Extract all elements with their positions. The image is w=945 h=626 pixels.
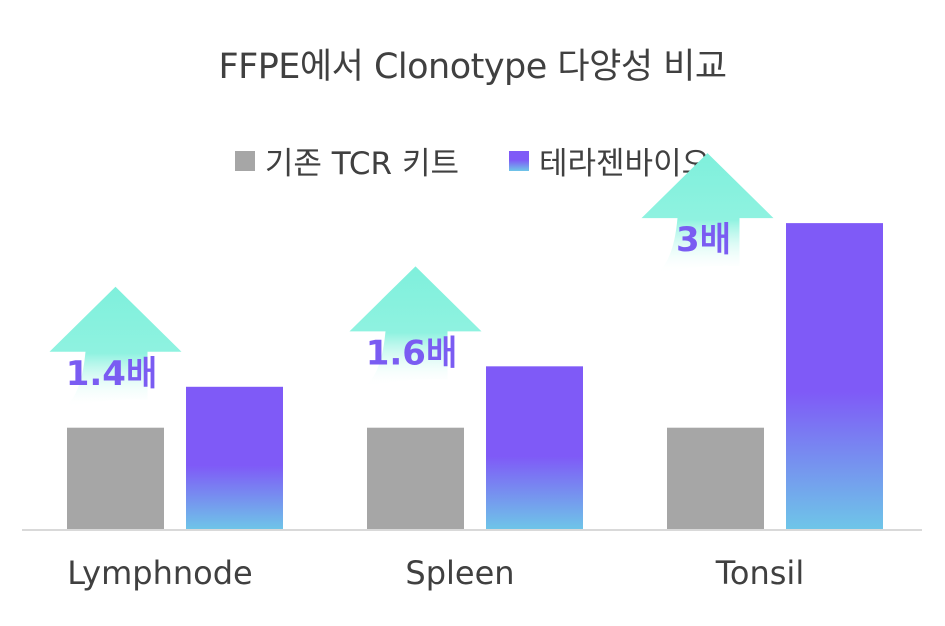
bar-therage-lymphnode — [186, 386, 283, 530]
multiplier-label-spleen: 1.6배 — [366, 333, 458, 373]
multiplier-label-lymphnode: 1.4배 — [66, 354, 158, 394]
increase-arrow-icon — [49, 286, 182, 408]
legend-item-therage: 테라젠바이오 — [508, 138, 711, 183]
x-tick-label-spleen: Spleen — [405, 554, 514, 592]
x-tick-label-tonsil: Tonsil — [715, 554, 804, 592]
increase-arrow-icon — [349, 266, 482, 388]
bar-baseline-tonsil — [667, 427, 764, 530]
increase-arrow-icon — [641, 153, 774, 275]
legend: 기존 TCR 키트 테라젠바이오 — [0, 138, 945, 183]
bar-therage-tonsil — [786, 223, 883, 531]
legend-label-baseline: 기존 TCR 키트 — [264, 146, 459, 182]
legend-swatch-baseline — [234, 150, 255, 171]
chart-title: FFPE에서 Clonotype 다양성 비교 — [218, 47, 727, 87]
legend-label-therage: 테라젠바이오 — [538, 146, 711, 182]
legend-swatch-therage — [508, 150, 529, 171]
multiplier-label-tonsil: 3배 — [676, 220, 731, 260]
bar-baseline-lymphnode — [67, 427, 164, 530]
bar-therage-spleen — [486, 366, 583, 530]
x-tick-label-lymphnode: Lymphnode — [67, 554, 252, 592]
legend-item-baseline: 기존 TCR 키트 — [234, 138, 459, 183]
bar-baseline-spleen — [367, 427, 464, 530]
